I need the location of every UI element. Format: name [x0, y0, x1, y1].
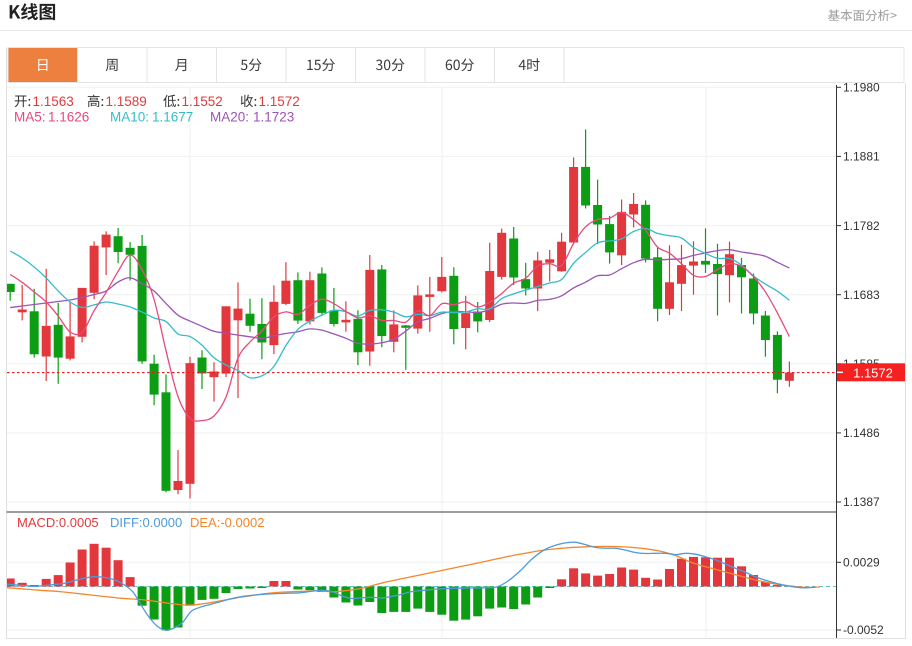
- svg-text:MA5:: MA5:: [14, 110, 46, 125]
- svg-text:0.0029: 0.0029: [843, 556, 880, 570]
- svg-text:-0.0052: -0.0052: [843, 623, 884, 637]
- svg-text:1.1626: 1.1626: [48, 110, 89, 125]
- svg-text:1.1572: 1.1572: [259, 94, 300, 109]
- svg-text:1.1723: 1.1723: [253, 110, 294, 125]
- svg-text:1.1683: 1.1683: [843, 288, 880, 302]
- svg-text:1.1486: 1.1486: [843, 426, 880, 440]
- svg-text:1.1881: 1.1881: [843, 150, 880, 164]
- svg-text:MA10:: MA10:: [110, 110, 149, 125]
- svg-text:MA20:: MA20:: [210, 110, 249, 125]
- svg-text:1.1589: 1.1589: [106, 94, 147, 109]
- svg-text:1.1563: 1.1563: [33, 94, 74, 109]
- svg-text:1.1387: 1.1387: [843, 495, 880, 509]
- svg-text:DEA:-0.0002: DEA:-0.0002: [190, 515, 264, 530]
- svg-text:1.1980: 1.1980: [843, 81, 880, 95]
- svg-text:1.1552: 1.1552: [182, 94, 223, 109]
- svg-text:1.1677: 1.1677: [152, 110, 193, 125]
- svg-text:DIFF:0.0000: DIFF:0.0000: [110, 515, 182, 530]
- svg-text:1.1782: 1.1782: [843, 219, 880, 233]
- svg-text:MACD:0.0005: MACD:0.0005: [17, 515, 99, 530]
- svg-text:1.1572: 1.1572: [853, 366, 893, 381]
